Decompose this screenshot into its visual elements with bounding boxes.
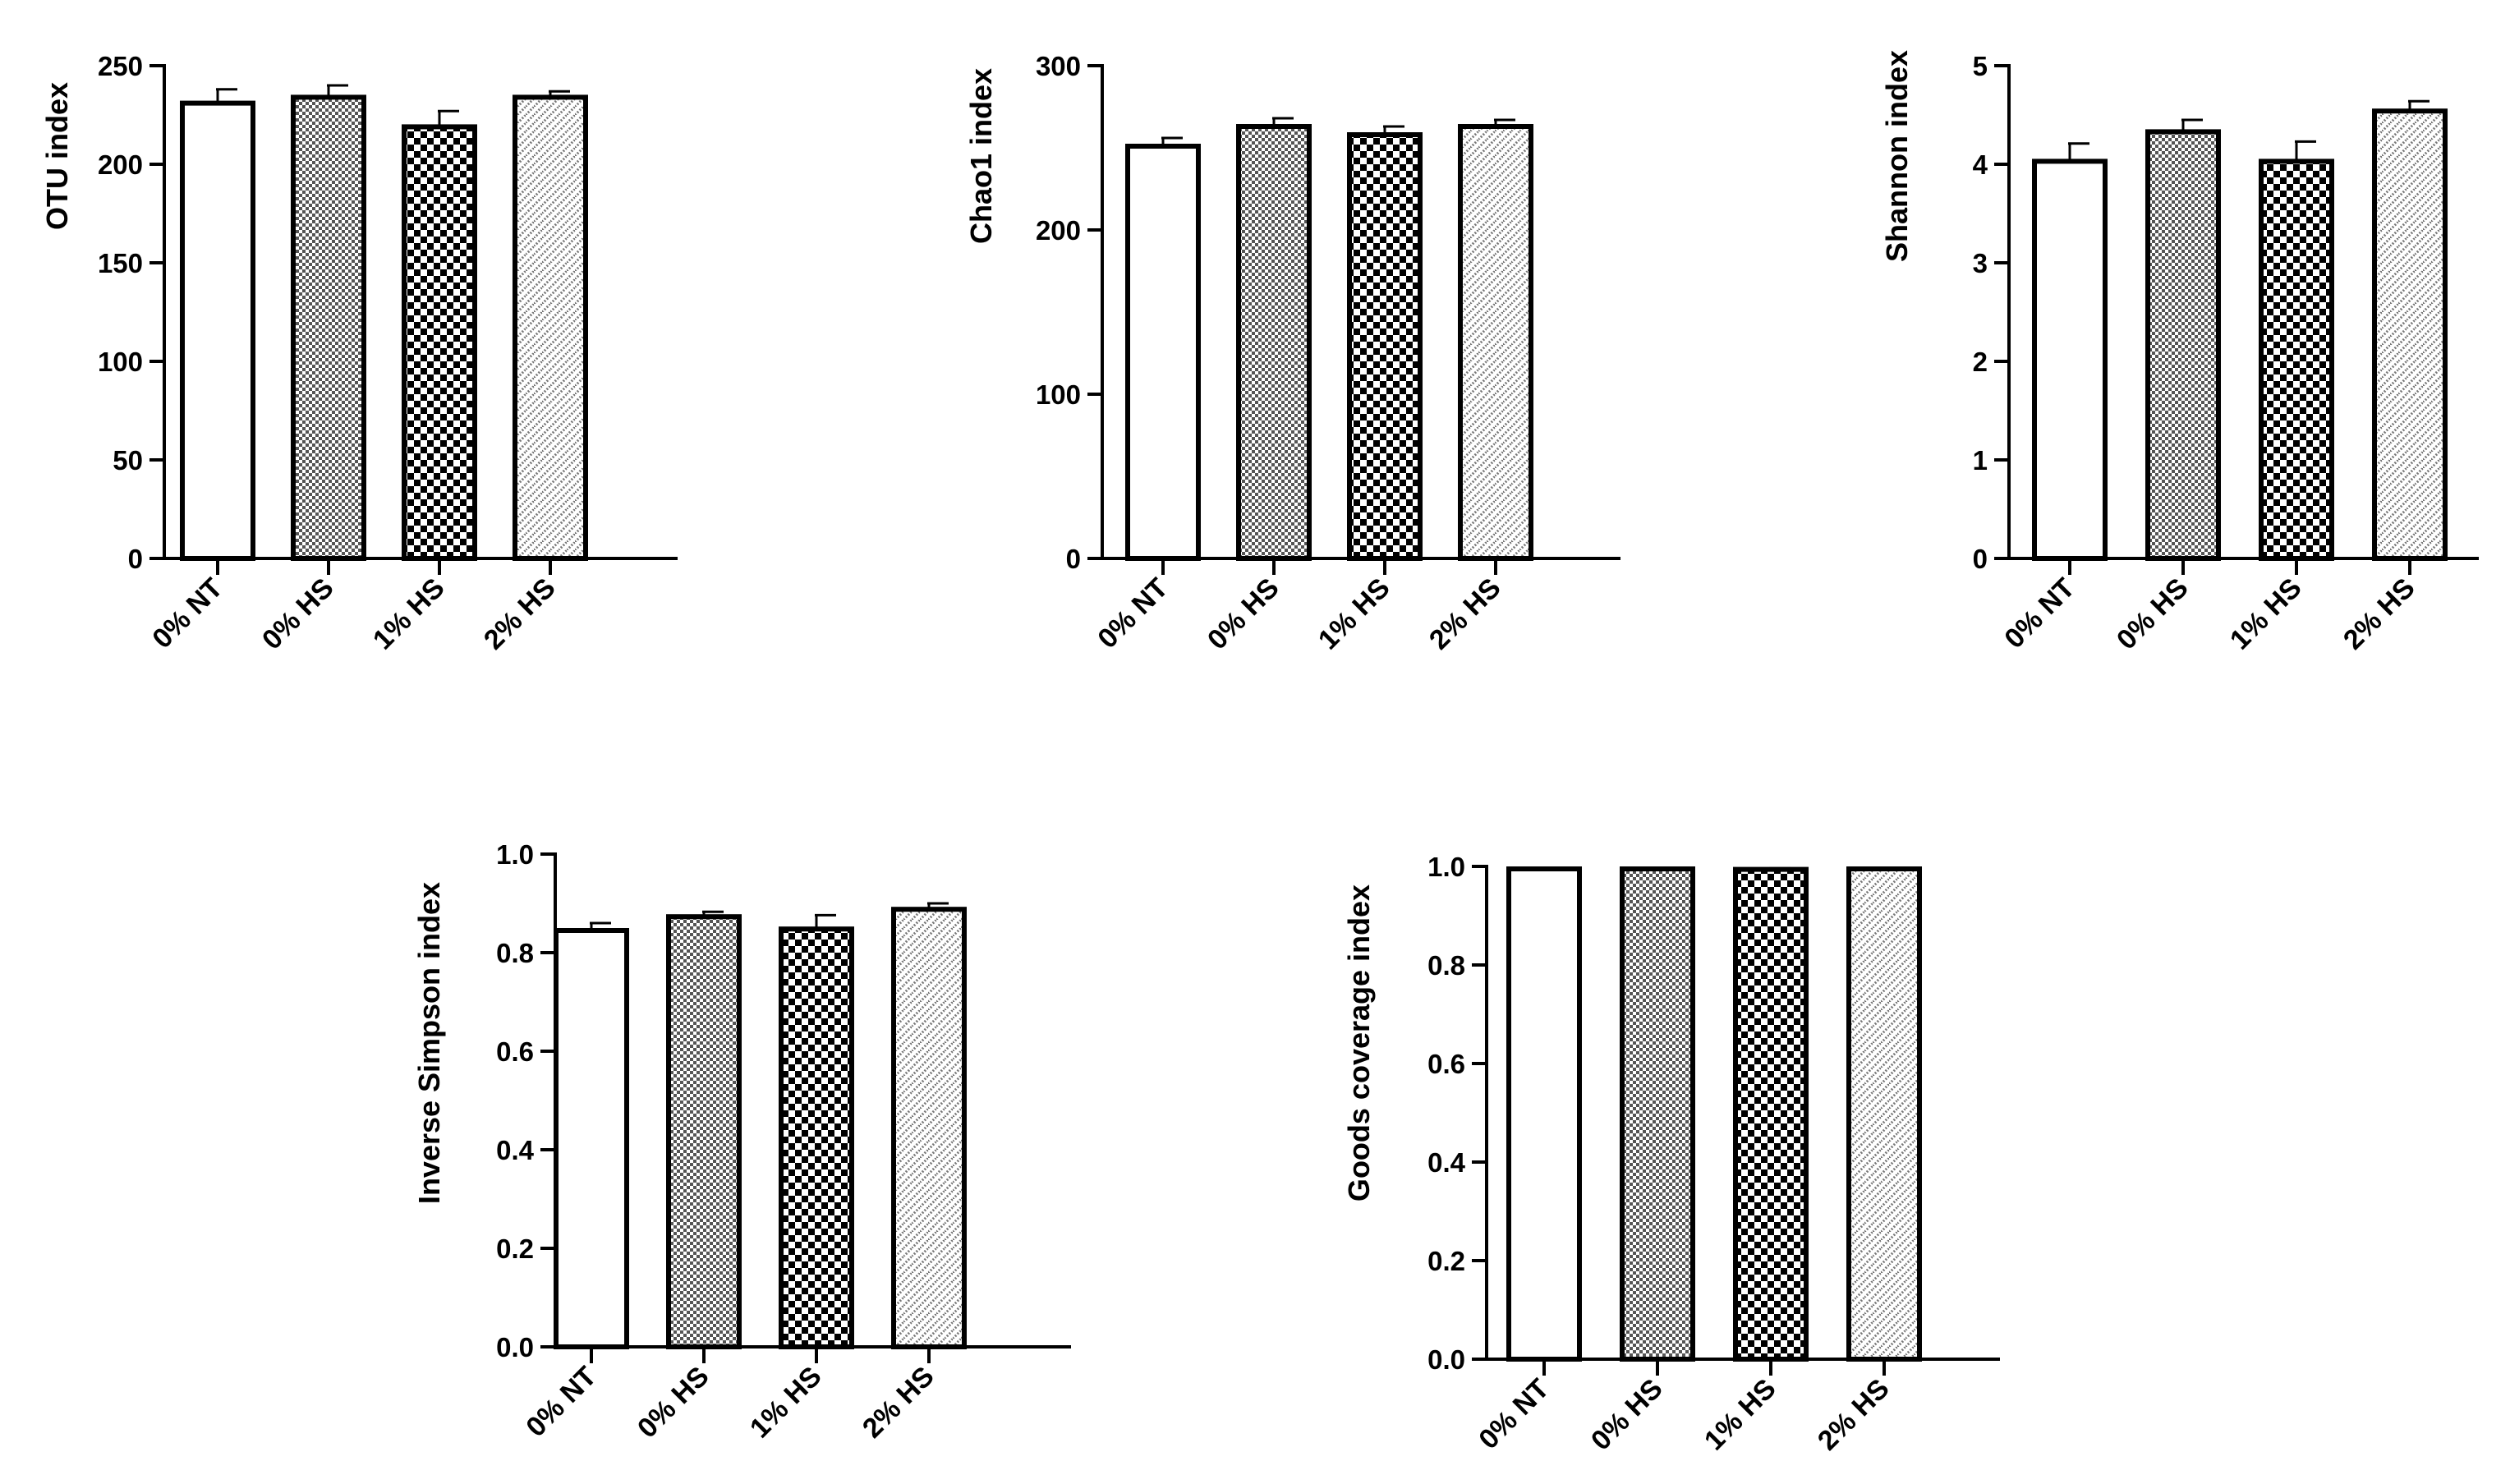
bar [1846,866,1922,1362]
x-tick-label: 1% HS [2224,572,2308,656]
bar [554,928,629,1349]
x-tick-label: 0% NT [520,1361,603,1444]
x-tick-label: 1% HS [1699,1373,1782,1457]
chart-panel-inverse-simpson: Inverse Simpson index 0.0 0.2 0.4 0.6 0.8 1.0… [412,839,1071,1444]
x-tick-label: 1% HS [744,1361,828,1445]
y-tick-label: 200 [1036,215,1081,246]
bar [180,100,255,562]
y-tick-label: 200 [98,149,143,180]
y-tick-label: 1.0 [1427,852,1465,882]
y-tick-label: 0.0 [1427,1344,1465,1375]
y-axis-title: Goods coverage index [1342,884,1376,1201]
chart-marks: 0.0 0.2 0.4 0.6 0.8 1.0 0% NT 0% HS 1% HS 2% HS [1427,852,2000,1456]
y-tick-label: 2 [1973,347,1988,377]
y-axis-title: Inverse Simpson index [412,882,446,1204]
chart-marks: 0 50 100 150 200 250 0% NT 0% HS 1% HS 2% HS [98,51,678,655]
chart-marks: 0.0 0.2 0.4 0.6 0.8 1.0 0% NT 0% HS 1% HS 2% HS [496,839,1071,1444]
x-tick-label: 2% HS [2338,572,2421,656]
x-tick-label: 1% HS [367,572,451,656]
x-tick-label: 0% HS [2111,572,2195,656]
y-tick-label: 0.2 [1427,1246,1465,1276]
bar [402,124,477,561]
y-tick-label: 0.2 [496,1234,534,1264]
bar [1125,144,1201,561]
y-tick-label: 0.4 [1427,1147,1466,1178]
x-tick-label: 2% HS [857,1361,940,1445]
y-tick-label: 0.6 [1427,1049,1465,1079]
y-tick-label: 0 [128,544,143,574]
x-tick-label: 2% HS [1423,572,1507,656]
bar [2372,108,2448,561]
chart-panel-shannon: Shannon index 0 1 2 3 4 5 0% NT 0% HS 1% HS 2% HS [1880,50,2479,655]
bar [1236,124,1312,561]
y-tick-label: 250 [98,51,143,81]
bar [1620,866,1695,1362]
x-tick-label: 2% HS [478,572,562,656]
y-axis-title: OTU index [40,82,74,230]
bar [1347,132,1423,561]
y-tick-label: 1 [1973,445,1988,476]
bar [1733,866,1809,1362]
bar [291,94,366,561]
y-tick-label: 0.8 [1427,950,1465,981]
x-tick-label: 0% HS [632,1361,715,1445]
y-tick-label: 0 [1973,544,1988,574]
bar [666,914,742,1349]
bar [2259,159,2334,561]
chart-panel-chao1: Chao1 index 0 100 200 300 0% NT 0% HS 1% HS 2% … [964,51,1620,655]
y-tick-label: 0.8 [496,938,534,968]
x-tick-label: 1% HS [1312,572,1396,656]
y-tick-label: 50 [113,445,143,476]
x-tick-label: 0% HS [1202,572,1285,656]
y-tick-label: 5 [1973,51,1988,81]
bar [891,907,967,1349]
x-tick-label: 0% HS [256,572,340,656]
x-tick-label: 0% NT [146,572,229,655]
y-tick-label: 0.6 [496,1036,534,1067]
y-axis-title: Chao1 index [964,68,998,244]
x-tick-label: 0% NT [1092,572,1175,655]
y-tick-label: 0.4 [496,1135,535,1165]
chart-panel-goods-coverage: Goods coverage index 0.00.20.40.60.81.00… [1342,852,2000,1456]
x-tick-label: 0% NT [1473,1373,1556,1456]
bar [1506,866,1582,1362]
x-tick-label: 0% HS [1585,1373,1669,1457]
y-tick-label: 100 [1036,379,1081,410]
y-tick-label: 300 [1036,51,1081,81]
bar [2032,159,2108,561]
y-tick-label: 4 [1973,149,1988,180]
bar [779,926,854,1349]
y-tick-label: 0 [1066,544,1081,574]
chart-marks: 0 1 2 3 4 5 0% NT 0% HS 1% HS 2% HS [1973,51,2479,655]
y-axis-title: Shannon index [1880,50,1914,262]
bar [513,94,588,561]
y-tick-label: 0.0 [496,1332,534,1362]
chart-panel-otu: OTU index 0 50 100 150 200 250 0% NT 0% HS 1% HS… [40,51,678,655]
y-tick-label: 3 [1973,248,1988,278]
bar [1458,124,1533,561]
y-tick-label: 100 [98,347,143,377]
y-tick-label: 1.0 [496,839,534,870]
bar [2145,129,2221,561]
x-tick-label: 2% HS [1812,1373,1896,1457]
x-tick-label: 0% NT [1998,572,2081,655]
chart-marks: 0 100 200 300 0% NT 0% HS 1% HS 2% HS [1036,51,1620,655]
y-tick-label: 150 [98,248,143,278]
